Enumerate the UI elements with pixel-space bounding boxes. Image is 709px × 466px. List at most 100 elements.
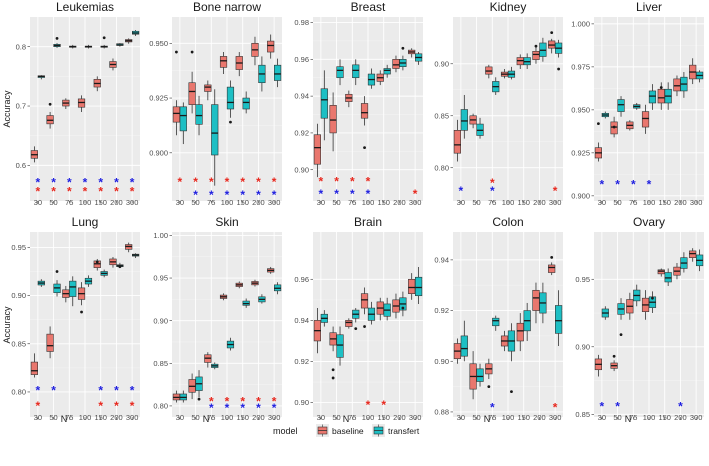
series-baseline: * * * * * * * xyxy=(172,34,277,189)
box-baseline-n100 xyxy=(77,95,86,112)
box-baseline-n150 xyxy=(657,268,665,277)
x-tick-label: 100 xyxy=(221,198,234,207)
box-transfert-n100 xyxy=(367,301,376,325)
box-iqr xyxy=(492,317,500,327)
panel-title: Leukemias xyxy=(56,0,114,14)
x-tick-label: 100 xyxy=(502,413,515,422)
panel-title: Breast xyxy=(351,0,386,14)
outlier-point xyxy=(487,385,491,388)
outlier-point xyxy=(659,86,663,89)
y-tick-label: 0.925 xyxy=(571,148,590,157)
significance-star-baseline: * xyxy=(256,175,261,189)
box-baseline-n100 xyxy=(500,68,509,79)
series-transfert: * * xyxy=(459,37,563,198)
outlier-point xyxy=(651,296,654,300)
y-tick-label: 0.950 xyxy=(149,39,168,48)
significance-star-baseline: * xyxy=(319,174,324,188)
outlier-point xyxy=(48,102,52,106)
box-transfert-n150 xyxy=(523,302,531,341)
significance-star-baseline: * xyxy=(225,175,230,189)
box-baseline-n75 xyxy=(485,358,493,388)
x-tick-label: 100 xyxy=(502,198,515,207)
x-tick-label: 150 xyxy=(658,413,671,422)
significance-star-transfert: * xyxy=(490,184,495,198)
significance-star-baseline: * xyxy=(114,399,119,413)
significance-star-baseline: * xyxy=(67,184,72,198)
y-tick-label: 0.90 xyxy=(11,291,26,300)
box-transfert-n75 xyxy=(352,59,360,86)
significance-star-transfert: * xyxy=(334,187,339,201)
box-baseline-n75 xyxy=(626,292,634,320)
x-axis-label-lung: N xyxy=(61,414,68,424)
box-transfert-n50 xyxy=(336,326,344,366)
significance-star-baseline: * xyxy=(490,176,495,190)
y-tick-label: 0.96 xyxy=(294,55,309,64)
outlier-point xyxy=(401,306,405,310)
box-baseline-n30 xyxy=(594,354,602,377)
box-transfert-n30 xyxy=(179,102,187,145)
box-baseline-n30 xyxy=(453,338,462,364)
significance-star-transfert: * xyxy=(209,401,214,415)
series-baseline: * * * * xyxy=(30,242,135,413)
outlier-point xyxy=(550,31,554,34)
legend-label-baseline: baseline xyxy=(332,426,364,436)
box-iqr xyxy=(664,272,672,283)
significance-star-transfert: * xyxy=(272,188,277,202)
box-transfert-n200 xyxy=(399,291,407,317)
x-axis-label-brain: N xyxy=(343,414,350,424)
x-tick-label: 30 xyxy=(176,413,184,422)
box-transfert-n150 xyxy=(242,298,250,308)
series-baseline: * xyxy=(453,255,558,414)
x-tick-label: 150 xyxy=(94,413,107,422)
box-transfert-n150 xyxy=(664,268,672,287)
significance-star-baseline: * xyxy=(334,174,339,188)
significance-star-transfert: * xyxy=(319,187,324,201)
box-transfert-n50 xyxy=(476,117,484,139)
x-tick-label: 30 xyxy=(598,198,606,207)
significance-star-transfert: * xyxy=(83,176,88,190)
outlier-point xyxy=(534,44,538,48)
x-tick-label: 75 xyxy=(207,413,215,422)
panel-title: Bone narrow xyxy=(193,0,261,14)
box-baseline-n150 xyxy=(235,52,243,77)
box-transfert-n300 xyxy=(554,290,563,347)
y-tick-label: 0.92 xyxy=(434,306,449,315)
box-iqr xyxy=(673,78,681,92)
box-transfert-n150 xyxy=(100,36,108,49)
series-baseline: * * * * * xyxy=(172,266,277,408)
series-baseline: ** xyxy=(313,273,416,412)
x-tick-label: 50 xyxy=(472,198,480,207)
significance-star-baseline: * xyxy=(178,175,183,189)
x-tick-label: 30 xyxy=(598,413,606,422)
box-transfert-n100 xyxy=(648,291,657,314)
box-iqr xyxy=(408,278,416,294)
y-tick-label: 0.900 xyxy=(149,148,168,157)
box-iqr xyxy=(242,97,250,110)
box-baseline-n100 xyxy=(219,52,228,74)
box-transfert-n50 xyxy=(617,96,625,117)
x-axis-label-ovary: N xyxy=(625,414,632,424)
box-baseline-n30 xyxy=(594,122,602,162)
y-tick-label: 0.85 xyxy=(11,339,26,348)
box-transfert-n30 xyxy=(601,111,609,119)
y-tick-label: 0.6 xyxy=(16,161,26,170)
box-baseline-n30 xyxy=(453,119,462,162)
series-transfert: * * * * * xyxy=(179,282,282,415)
box-transfert-n300 xyxy=(695,249,704,272)
significance-star-baseline: * xyxy=(553,400,558,414)
x-tick-label: 100 xyxy=(79,198,92,207)
box-baseline-n50 xyxy=(329,326,337,380)
box-baseline-n150 xyxy=(376,297,384,321)
significance-star-baseline: * xyxy=(193,175,198,189)
box-transfert-n300 xyxy=(414,51,423,65)
legend: model baseline transfert xyxy=(273,424,420,437)
x-tick-label: 75 xyxy=(65,413,73,422)
x-tick-label: 30 xyxy=(34,198,42,207)
significance-star-baseline: * xyxy=(98,184,103,198)
x-tick-label: 200 xyxy=(252,198,265,207)
series-baseline: * * * * * * * xyxy=(30,38,135,198)
series-transfert: * * * * xyxy=(319,46,423,201)
significance-star-baseline: * xyxy=(51,184,56,198)
series-transfert: * * * * * * xyxy=(179,56,282,202)
